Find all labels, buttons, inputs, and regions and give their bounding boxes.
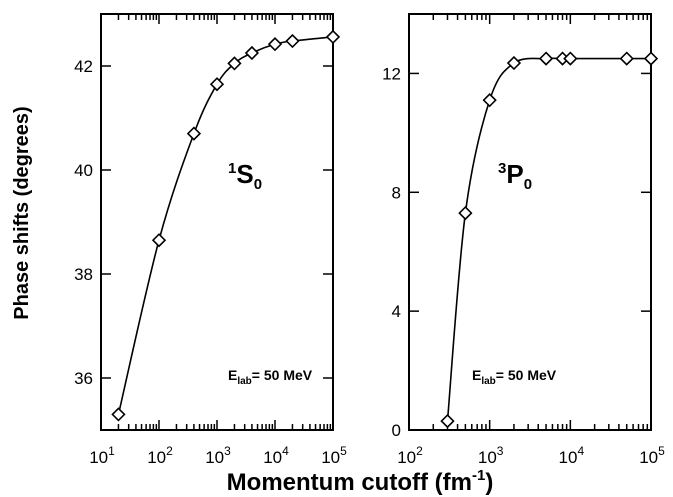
x-tick-exp: 2 — [166, 444, 173, 458]
data-point — [482, 93, 497, 108]
x-tick-label: 102 — [147, 444, 173, 467]
x-tick-exp: 3 — [497, 444, 504, 458]
x-tick-exp: 3 — [224, 444, 231, 458]
x-tick-label: 103 — [205, 444, 231, 467]
y-tick-label: 42 — [74, 57, 93, 76]
data-point — [186, 126, 202, 141]
data-point — [111, 407, 126, 422]
y-tick-label: 40 — [74, 161, 93, 180]
y-tick-label: 12 — [382, 64, 401, 83]
partial-wave-label: 3P0 — [498, 159, 532, 193]
data-point — [209, 77, 225, 92]
energy-label: Elab= 50 MeV — [228, 367, 313, 387]
data-point — [325, 29, 341, 45]
y-axis-title: Phase shifts (degrees) — [11, 106, 33, 319]
data-point — [227, 56, 242, 71]
x-tick-label: 103 — [478, 444, 504, 467]
x-tick-base: 10 — [205, 448, 224, 467]
data-point — [440, 413, 455, 429]
data-point — [506, 55, 522, 71]
x-axis-title: Momentum cutoff (fm-1) — [227, 467, 494, 496]
partial-wave-sup: 3 — [498, 160, 506, 177]
data-point — [151, 233, 167, 248]
x-tick-base: 10 — [397, 448, 416, 467]
x-tick-label: 104 — [559, 444, 585, 467]
data-point — [538, 51, 554, 66]
data-point — [267, 37, 283, 52]
y-tick-label: 0 — [392, 421, 401, 440]
energy-subscript: lab — [481, 376, 495, 387]
energy-label: Elab= 50 MeV — [472, 367, 557, 387]
x-tick-exp: 5 — [658, 444, 665, 458]
x-tick-label: 105 — [321, 444, 347, 467]
series-line — [117, 36, 334, 415]
y-tick-label: 8 — [392, 183, 401, 202]
partial-wave-sub: 0 — [254, 176, 262, 193]
x-tick-exp: 5 — [340, 444, 347, 458]
data-point — [458, 205, 473, 221]
x-tick-label: 104 — [263, 444, 289, 467]
y-tick-label: 38 — [74, 265, 93, 284]
x-tick-exp: 4 — [577, 444, 584, 458]
x-axis-title-main: Momentum cutoff (fm — [227, 469, 472, 496]
x-tick-base: 10 — [559, 448, 578, 467]
partial-wave-label: 1S0 — [228, 159, 262, 193]
x-tick-base: 10 — [639, 448, 658, 467]
x-tick-base: 10 — [263, 448, 282, 467]
series-line — [446, 57, 651, 422]
x-tick-base: 10 — [321, 448, 340, 467]
energy-value: = 50 MeV — [252, 367, 313, 383]
x-axis-title-close: ) — [485, 469, 493, 496]
partial-wave-main: P — [506, 159, 523, 189]
x-axis-title-sup: -1 — [472, 467, 485, 484]
plot-frame — [408, 13, 652, 431]
x-tick-exp: 4 — [282, 444, 289, 458]
energy-symbol: E — [472, 367, 481, 383]
energy-symbol: E — [228, 367, 237, 383]
energy-subscript: lab — [237, 376, 251, 387]
y-tick-label: 4 — [392, 302, 401, 321]
x-tick-base: 10 — [147, 448, 166, 467]
x-tick-label: 102 — [397, 444, 423, 467]
energy-value: = 50 MeV — [496, 367, 557, 383]
partial-wave-sub: 0 — [524, 176, 532, 193]
y-tick-label: 36 — [74, 369, 93, 388]
x-tick-exp: 2 — [416, 444, 423, 458]
x-tick-base: 10 — [89, 448, 108, 467]
x-tick-label: 101 — [89, 444, 115, 467]
x-tick-base: 10 — [478, 448, 497, 467]
x-tick-label: 105 — [639, 444, 665, 467]
data-point — [244, 45, 260, 61]
data-point — [563, 51, 578, 66]
data-point — [643, 51, 659, 66]
data-point — [285, 33, 300, 49]
data-point — [619, 51, 634, 66]
partial-wave-main: S — [236, 159, 253, 189]
partial-wave-sup: 1 — [228, 160, 236, 177]
x-tick-exp: 1 — [108, 444, 115, 458]
